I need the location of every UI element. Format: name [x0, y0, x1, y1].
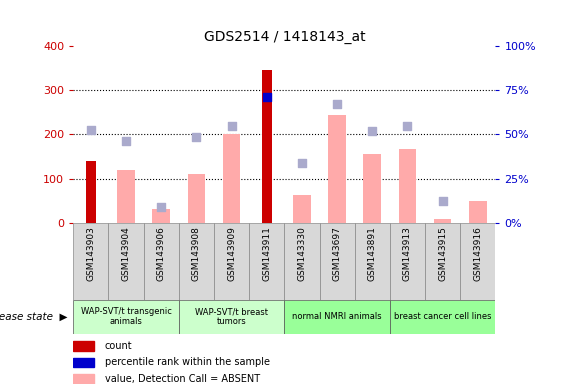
Text: value, Detection Call = ABSENT: value, Detection Call = ABSENT	[105, 374, 260, 384]
Bar	[390, 300, 495, 334]
Bar	[328, 114, 346, 223]
Text: WAP-SVT/t breast
tumors: WAP-SVT/t breast tumors	[195, 307, 268, 326]
Text: GSM143330: GSM143330	[297, 227, 306, 281]
Point	[333, 101, 342, 108]
Bar	[144, 223, 179, 300]
Point	[122, 138, 131, 144]
Text: GSM143916: GSM143916	[473, 227, 482, 281]
Bar	[364, 154, 381, 223]
Text: GSM143697: GSM143697	[333, 227, 342, 281]
Bar	[320, 223, 355, 300]
Bar	[461, 223, 495, 300]
Bar	[262, 70, 271, 223]
Point	[86, 127, 95, 133]
Bar	[390, 223, 425, 300]
Text: WAP-SVT/t transgenic
animals: WAP-SVT/t transgenic animals	[81, 307, 171, 326]
Point	[438, 197, 447, 204]
Bar	[425, 223, 461, 300]
Bar	[117, 170, 135, 223]
Text: GSM143906: GSM143906	[157, 227, 166, 281]
Bar	[73, 358, 95, 367]
Text: GSM143909: GSM143909	[227, 227, 236, 281]
Point	[192, 134, 201, 141]
Text: GSM143903: GSM143903	[86, 227, 95, 281]
Bar	[284, 300, 390, 334]
Bar	[399, 149, 416, 223]
Text: disease state  ▶: disease state ▶	[0, 312, 68, 322]
Bar	[223, 134, 240, 223]
Bar	[108, 223, 144, 300]
Point	[227, 122, 236, 129]
Bar	[469, 200, 486, 223]
Bar	[73, 300, 179, 334]
Bar	[86, 161, 96, 223]
Bar	[214, 223, 249, 300]
Bar	[434, 219, 452, 223]
Text: GSM143908: GSM143908	[192, 227, 201, 281]
Text: percentile rank within the sample: percentile rank within the sample	[105, 358, 270, 367]
Text: GSM143915: GSM143915	[438, 227, 447, 281]
Text: GSM143913: GSM143913	[403, 227, 412, 281]
Point	[262, 94, 271, 100]
Bar	[73, 374, 95, 384]
Bar	[284, 223, 320, 300]
Bar	[73, 223, 108, 300]
Point	[157, 204, 166, 210]
Text: normal NMRI animals: normal NMRI animals	[292, 312, 382, 321]
Text: GSM143891: GSM143891	[368, 227, 377, 281]
Point	[403, 123, 412, 129]
Text: GSM143911: GSM143911	[262, 227, 271, 281]
Title: GDS2514 / 1418143_at: GDS2514 / 1418143_at	[203, 30, 365, 44]
Bar	[179, 300, 284, 334]
Bar	[249, 223, 284, 300]
Bar	[179, 223, 214, 300]
Bar	[187, 174, 205, 223]
Text: count: count	[105, 341, 132, 351]
Bar	[73, 341, 95, 351]
Point	[297, 160, 306, 166]
Point	[368, 128, 377, 134]
Bar	[293, 195, 311, 223]
Bar	[153, 210, 170, 223]
Text: GSM143904: GSM143904	[122, 227, 131, 281]
Bar	[355, 223, 390, 300]
Text: breast cancer cell lines: breast cancer cell lines	[394, 312, 491, 321]
